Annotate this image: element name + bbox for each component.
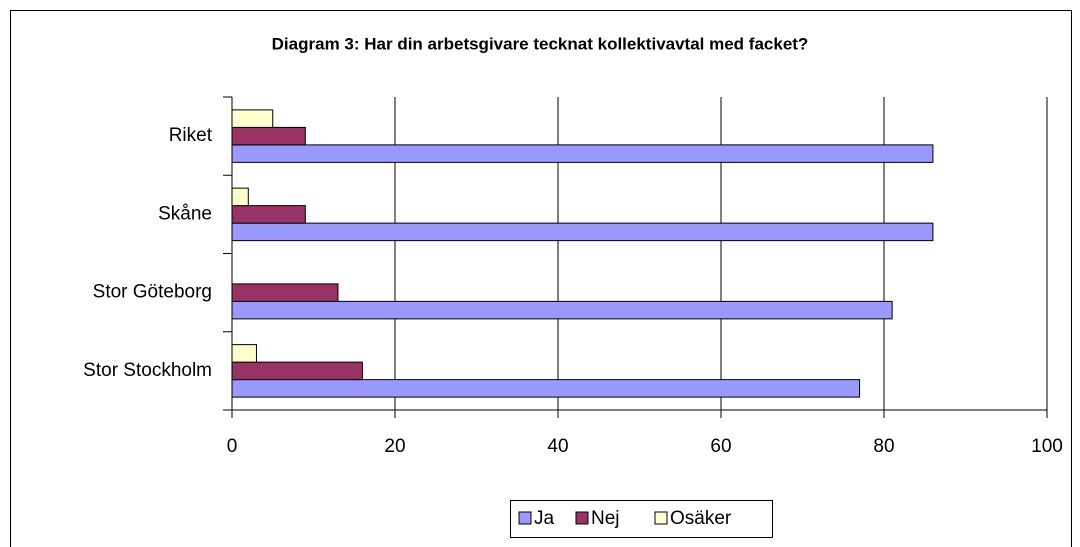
bar [231,109,274,128]
bar [231,126,306,146]
bar [231,205,306,224]
bar [231,379,861,398]
chart-frame [10,10,1072,547]
x-tick-label: 40 [547,436,568,457]
legend-swatch [654,511,668,525]
x-tick-label: 80 [873,436,894,457]
legend-swatch [518,511,532,525]
bar [231,361,363,381]
y-tick-label: Stor Stockholm [83,360,212,381]
legend-label: Ja [534,508,555,529]
x-tick-label: 60 [710,436,731,457]
bar [231,144,934,163]
y-tick-label: Skåne [158,203,212,224]
x-tick-label: 100 [1031,436,1063,457]
bar [231,222,934,242]
bar [231,300,893,320]
legend-label: Nej [591,508,620,529]
bar [231,344,257,363]
x-tick-label: 0 [227,436,238,457]
y-tick-label: Riket [169,125,213,146]
y-tick-label: Stor Göteborg [93,282,212,303]
bar [231,283,339,302]
bar [231,187,249,207]
chart-title: Diagram 3: Har din arbetsgivare tecknat … [272,34,809,53]
legend-box [510,500,773,538]
legend-label: Osäker [670,508,732,529]
legend-swatch [575,511,589,525]
x-tick-label: 20 [384,436,405,457]
